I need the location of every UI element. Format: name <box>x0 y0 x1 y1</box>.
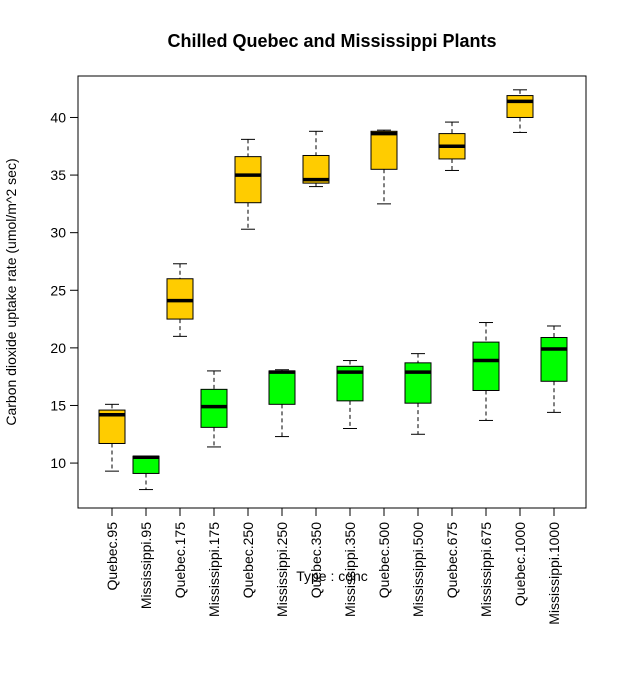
y-axis: 10 15 20 25 30 35 40 <box>50 109 79 471</box>
iqr-box <box>234 156 262 204</box>
y-tick-label: 10 <box>50 455 66 471</box>
x-tick-label: Mississippi.250 <box>274 522 290 617</box>
iqr-box <box>404 362 432 404</box>
x-tick-label: Mississippi.95 <box>138 522 154 609</box>
x-tick-label: Quebec.350 <box>308 522 324 598</box>
x-tick-label: Mississippi.175 <box>206 522 222 617</box>
box-Quebec.95 <box>98 403 126 472</box>
y-tick-label: 25 <box>50 282 66 298</box>
box-Mississippi.675 <box>472 322 500 421</box>
box-Quebec.175 <box>166 263 194 337</box>
iqr-box <box>540 337 568 382</box>
y-tick-label: 15 <box>50 397 66 413</box>
box-Quebec.675 <box>438 121 466 171</box>
box-Quebec.1000 <box>506 89 534 133</box>
x-tick-label: Quebec.175 <box>172 522 188 598</box>
x-tick-label: Mississippi.500 <box>410 522 426 617</box>
x-axis-label: Type : conc <box>296 568 368 584</box>
box-Mississippi.250 <box>268 369 296 438</box>
x-tick-label: Quebec.95 <box>104 522 120 591</box>
y-tick-label: 40 <box>50 109 66 125</box>
x-tick-label: Quebec.675 <box>444 522 460 598</box>
x-tick-label: Mississippi.1000 <box>546 522 562 625</box>
box-Mississippi.175 <box>200 370 228 448</box>
box-Mississippi.95 <box>132 455 160 491</box>
box-series <box>98 89 568 491</box>
box-Mississippi.350 <box>336 360 364 430</box>
y-tick-label: 30 <box>50 225 66 241</box>
box-Mississippi.500 <box>404 353 432 435</box>
x-tick-label: Mississippi.350 <box>342 522 358 617</box>
x-tick-label: Quebec.250 <box>240 522 256 598</box>
plot-frame <box>77 75 587 509</box>
y-tick-label: 35 <box>50 167 66 183</box>
box-Quebec.250 <box>234 138 262 230</box>
x-tick-label: Mississippi.675 <box>478 522 494 617</box>
y-axis-label: Carbon dioxide uptake rate (umol/m^2 sec… <box>3 158 19 425</box>
box-Quebec.350 <box>302 130 330 188</box>
iqr-box <box>506 95 534 118</box>
x-tick-label: Quebec.1000 <box>512 522 528 606</box>
iqr-box <box>268 370 296 405</box>
x-axis: Quebec.95 Mississippi.95 Quebec.175 Mississ… <box>104 507 562 625</box>
box-Mississippi.1000 <box>540 325 568 413</box>
iqr-box <box>370 130 398 170</box>
box-Quebec.500 <box>370 129 398 205</box>
iqr-box <box>472 341 500 391</box>
x-tick-label: Quebec.500 <box>376 522 392 598</box>
chart-title: Chilled Quebec and Mississippi Plants <box>167 31 496 51</box>
y-tick-label: 20 <box>50 340 66 356</box>
